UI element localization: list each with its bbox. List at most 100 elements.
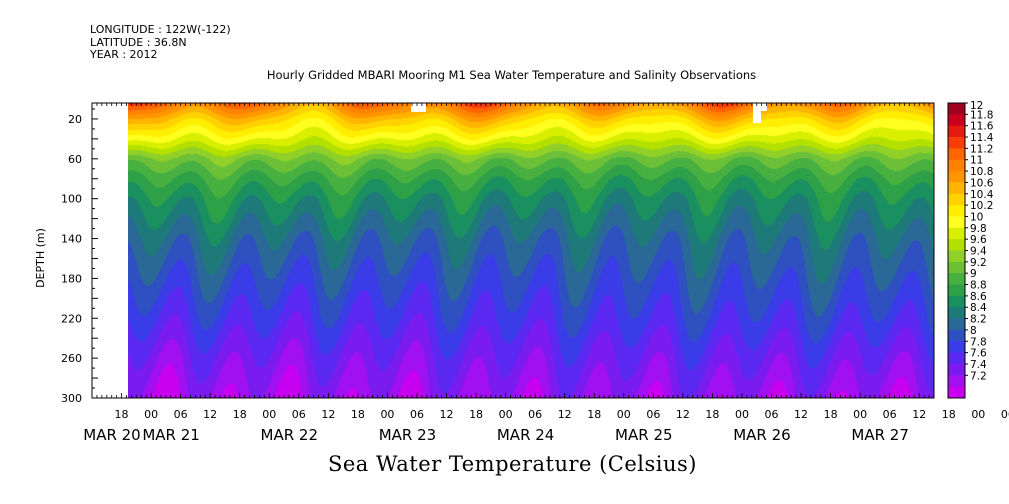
colorbar-label: 8.2 <box>970 314 987 326</box>
colorbar-swatch <box>948 159 965 172</box>
y-tick-label: 220 <box>61 312 82 325</box>
colorbar-swatch <box>948 137 965 149</box>
y-axis-label: DEPTH (m) <box>34 228 47 288</box>
chart-title-text: Hourly Gridded MBARI Mooring M1 Sea Wate… <box>266 68 757 82</box>
colorbar-swatch <box>948 295 965 308</box>
colorbar-swatch <box>948 261 965 274</box>
x-hour-label: 00 <box>499 408 513 421</box>
x-hour-label: 06 <box>646 408 660 421</box>
colorbar-label: 8.8 <box>970 280 987 292</box>
x-hour-label: 12 <box>558 408 572 421</box>
x-hour-label: 06 <box>528 408 542 421</box>
x-day-label: MAR 26 <box>733 426 790 444</box>
x-hour-label: 18 <box>824 408 838 421</box>
x-hour-label: 18 <box>233 408 247 421</box>
colorbar-swatch <box>948 125 965 138</box>
colorbar-swatch <box>948 318 965 331</box>
temperature-field-image <box>128 103 934 398</box>
x-day-label: MAR 21 <box>142 426 199 444</box>
x-hour-label: 12 <box>676 408 690 421</box>
colorbar-swatch <box>948 182 965 195</box>
colorbar-label: 10 <box>970 211 983 223</box>
x-hour-label: 06 <box>292 408 306 421</box>
x-hour-label: 12 <box>203 408 217 421</box>
colorbar: 1211.811.611.411.21110.810.610.410.2109.… <box>947 100 994 399</box>
colorbar-label: 8.4 <box>970 302 987 314</box>
colorbar-swatch <box>948 227 965 240</box>
colorbar-label: 10.4 <box>970 189 994 201</box>
colorbar-swatch <box>948 352 965 365</box>
x-day-label: MAR 24 <box>497 426 554 444</box>
y-tick-label: 180 <box>61 272 82 285</box>
y-tick-label: 260 <box>61 352 82 365</box>
x-hour-label: 12 <box>321 408 335 421</box>
x-hour-label: 00 <box>971 408 985 421</box>
year-label: YEAR : 2012 <box>90 48 158 61</box>
colorbar-label: 9 <box>970 268 977 280</box>
colorbar-label: 10.8 <box>970 166 993 178</box>
x-hour-label: 06 <box>1001 408 1009 421</box>
colorbar-label: 11.6 <box>970 121 994 133</box>
colorbar-label: 11 <box>970 155 983 167</box>
x-hour-label: 00 <box>380 408 394 421</box>
colorbar-label: 11.4 <box>970 132 994 144</box>
temperature-field <box>128 103 934 398</box>
colorbar-label: 10.6 <box>970 177 994 189</box>
colorbar-swatch <box>948 363 965 376</box>
chart-metadata: LONGITUDE : 122W(-122) LATITUDE : 36.8N … <box>90 23 231 62</box>
colorbar-label: 11.8 <box>970 109 993 121</box>
x-axis-title-text: Sea Water Temperature (Celsius) <box>327 452 697 476</box>
x-hour-label: 18 <box>942 408 956 421</box>
colorbar-swatch <box>948 386 965 399</box>
colorbar-swatch <box>948 250 965 263</box>
x-hour-label: 06 <box>883 408 897 421</box>
colorbar-label: 12 <box>970 100 983 112</box>
missing-data-patch <box>411 103 426 112</box>
x-hour-label: 18 <box>351 408 365 421</box>
plot-border <box>91 102 935 399</box>
x-day-label: MAR 27 <box>851 426 908 444</box>
x-day-label: MAR 25 <box>615 426 672 444</box>
colorbar-swatch <box>948 375 965 388</box>
colorbar-swatch <box>948 171 965 183</box>
colorbar-swatch <box>948 284 965 297</box>
colorbar-label: 9.6 <box>970 234 987 246</box>
colorbar-label: 9.4 <box>970 246 987 258</box>
x-hour-label: 00 <box>144 408 158 421</box>
colorbar-label: 11.2 <box>970 143 993 155</box>
x-day-label: MAR 20 <box>83 426 140 444</box>
x-hour-label: 18 <box>115 408 129 421</box>
x-hour-label: 00 <box>853 408 867 421</box>
x-hour-label: 00 <box>617 408 631 421</box>
colorbar-label: 7.6 <box>970 348 987 360</box>
x-axis-title: Sea Water Temperature (Celsius) <box>0 452 1009 476</box>
colorbar-swatch <box>948 239 965 251</box>
x-hour-label: 18 <box>587 408 601 421</box>
colorbar-label: 7.2 <box>970 370 987 382</box>
colorbar-swatch <box>948 273 965 286</box>
x-day-label: MAR 22 <box>261 426 318 444</box>
colorbar-label: 8 <box>970 325 977 337</box>
x-hour-label: 18 <box>705 408 719 421</box>
colorbar-swatch <box>948 341 965 354</box>
colorbar-swatch <box>948 205 965 217</box>
colorbar-swatch <box>948 114 965 127</box>
y-tick-label: 20 <box>68 113 82 126</box>
longitude-label: LONGITUDE : 122W(-122) <box>90 23 231 36</box>
colorbar-label: 7.8 <box>970 336 987 348</box>
x-hour-label: 00 <box>735 408 749 421</box>
colorbar-label: 9.8 <box>970 223 987 235</box>
x-hour-label: 06 <box>174 408 188 421</box>
y-tick-label: 300 <box>61 392 82 405</box>
x-hour-label: 12 <box>440 408 454 421</box>
missing-data-patch <box>753 103 761 123</box>
colorbar-swatch <box>948 148 965 161</box>
colorbar-label: 7.4 <box>970 359 987 371</box>
x-hour-label: 12 <box>912 408 926 421</box>
y-tick-label: 100 <box>61 193 82 206</box>
x-hour-label: 06 <box>410 408 424 421</box>
colorbar-label: 8.6 <box>970 291 987 303</box>
colorbar-label: 10.2 <box>970 200 993 212</box>
x-hour-label: 18 <box>469 408 483 421</box>
